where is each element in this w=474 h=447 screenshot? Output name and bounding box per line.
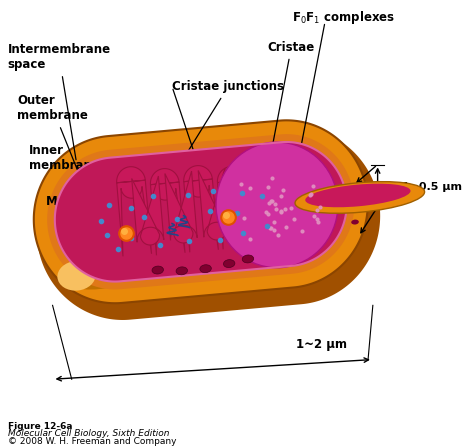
Text: Cristae junctions: Cristae junctions: [172, 80, 284, 170]
Text: Molecular Cell Biology, Sixth Edition: Molecular Cell Biology, Sixth Edition: [8, 430, 169, 439]
Ellipse shape: [216, 142, 338, 268]
Ellipse shape: [351, 219, 359, 224]
Text: Cristae: Cristae: [268, 41, 315, 143]
Polygon shape: [117, 167, 152, 257]
Text: Inner
membrane: Inner membrane: [29, 143, 100, 190]
Text: 0.1~0.5 μm: 0.1~0.5 μm: [390, 182, 462, 192]
Polygon shape: [184, 166, 219, 252]
Ellipse shape: [242, 255, 254, 263]
Ellipse shape: [223, 260, 235, 268]
Polygon shape: [55, 142, 346, 282]
Ellipse shape: [57, 261, 96, 291]
Text: Intermembrane
space: Intermembrane space: [8, 43, 111, 160]
Ellipse shape: [176, 267, 188, 275]
Text: F$_0$F$_1$ complexes: F$_0$F$_1$ complexes: [292, 9, 395, 26]
Polygon shape: [36, 127, 380, 320]
Polygon shape: [165, 171, 197, 243]
Polygon shape: [132, 176, 164, 245]
Polygon shape: [198, 168, 230, 240]
Polygon shape: [47, 134, 355, 290]
Text: Figure 12-6a: Figure 12-6a: [8, 422, 72, 430]
Text: © 2008 W. H. Freeman and Company: © 2008 W. H. Freeman and Company: [8, 437, 176, 447]
Ellipse shape: [63, 252, 147, 290]
Polygon shape: [251, 164, 285, 245]
Text: Outer
membrane: Outer membrane: [17, 94, 88, 170]
Ellipse shape: [152, 266, 164, 274]
Ellipse shape: [295, 181, 425, 213]
Polygon shape: [218, 167, 252, 249]
Ellipse shape: [305, 184, 410, 207]
Polygon shape: [150, 169, 185, 255]
Polygon shape: [34, 120, 368, 303]
Text: Matrix: Matrix: [46, 195, 108, 240]
Text: 1~2 μm: 1~2 μm: [296, 338, 347, 351]
Ellipse shape: [200, 265, 211, 273]
Polygon shape: [232, 167, 264, 233]
